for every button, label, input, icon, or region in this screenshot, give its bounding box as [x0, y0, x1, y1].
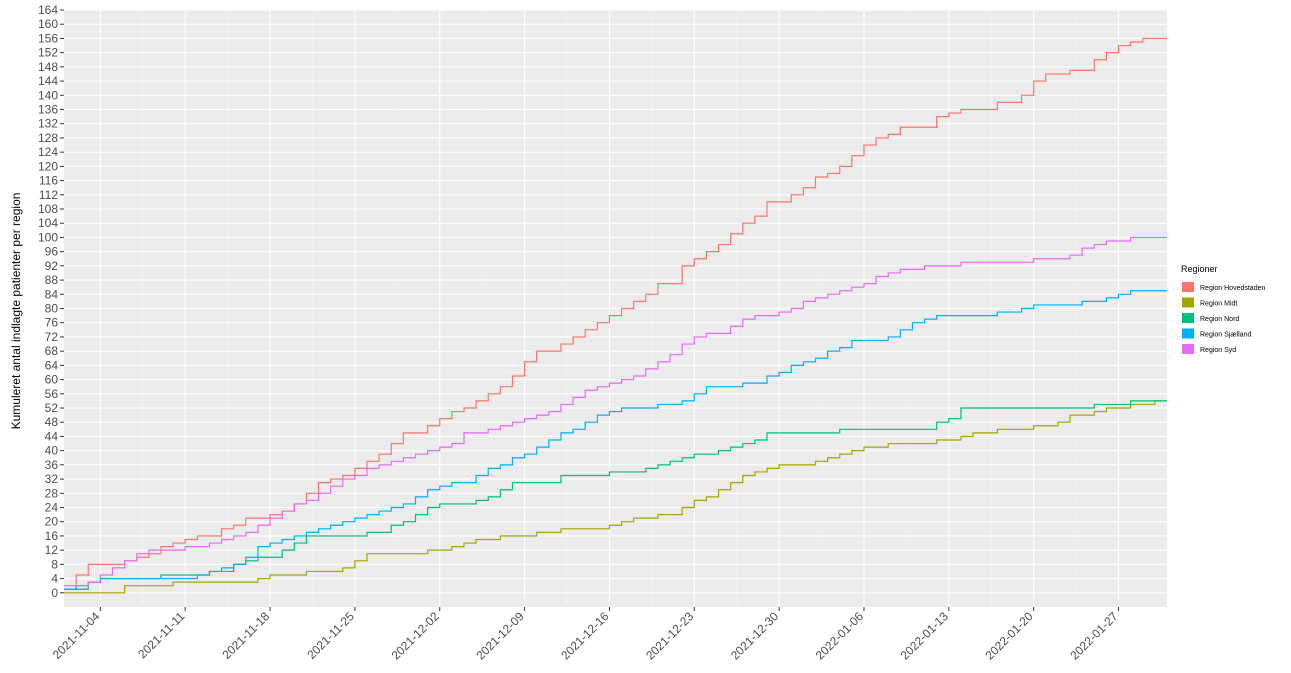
x-tick-label: 2021-11-11: [135, 609, 187, 661]
legend-label-region-midt: Region Midt: [1200, 301, 1237, 308]
y-tick-label: 156: [38, 31, 58, 45]
legend-label-region-syd: Region Syd: [1200, 347, 1236, 354]
legend-label-region-nord: Region Nord: [1200, 316, 1239, 323]
y-tick-label: 144: [38, 74, 58, 88]
x-tick-label: 2021-11-04: [50, 609, 103, 662]
y-tick-label: 44: [45, 429, 59, 443]
x-tick-label: 2021-12-23: [643, 609, 697, 663]
legend-key-region-syd: [1182, 344, 1194, 354]
y-tick-label: 120: [38, 159, 58, 173]
y-tick-label: 20: [45, 515, 59, 529]
x-tick-label: 2021-11-18: [219, 609, 272, 662]
x-tick-label: 2021-12-02: [389, 609, 443, 663]
y-tick-label: 28: [45, 486, 59, 500]
legend-key-region-nord: [1182, 313, 1194, 323]
y-tick-label: 104: [38, 216, 58, 230]
legend-label-region-sjaelland: Region Sjælland: [1200, 332, 1251, 339]
y-tick-label: 72: [45, 330, 59, 344]
series-lines: [64, 37, 1167, 594]
y-tick-label: 132: [38, 117, 58, 131]
x-tick-label: 2021-12-16: [558, 609, 612, 663]
y-tick-label: 148: [38, 60, 58, 74]
y-axis: 0481216202428323640444852566064687276808…: [38, 3, 64, 600]
y-tick-label: 4: [51, 572, 58, 586]
y-tick-label: 92: [45, 259, 59, 273]
y-tick-label: 124: [38, 145, 58, 159]
x-tick-label: 2022-01-13: [898, 609, 952, 663]
y-tick-label: 48: [45, 415, 59, 429]
y-tick-label: 96: [45, 245, 59, 259]
y-tick-label: 84: [45, 287, 59, 301]
y-tick-label: 140: [38, 88, 58, 102]
y-tick-label: 128: [38, 131, 58, 145]
y-tick-label: 80: [45, 302, 59, 316]
y-axis-title: Kumuleret antal indlagte patienter per r…: [9, 193, 23, 430]
series-line-region-nord: [64, 400, 1167, 590]
x-axis: 2021-11-04 2021-11-11 2021-11-18 2021-11-25…: [50, 607, 1121, 663]
y-tick-label: 0: [51, 586, 58, 600]
y-tick-label: 88: [45, 273, 59, 287]
x-tick-label: 2021-12-30: [728, 609, 782, 663]
x-tick-label: 2021-12-09: [473, 609, 527, 663]
series-line-region-midt: [64, 400, 1167, 594]
y-tick-label: 32: [45, 472, 59, 486]
x-tick-label: 2022-01-27: [1067, 609, 1121, 663]
y-tick-label: 40: [45, 444, 59, 458]
y-tick-label: 56: [45, 387, 59, 401]
y-tick-label: 64: [45, 358, 59, 372]
y-tick-label: 100: [38, 230, 58, 244]
y-tick-label: 60: [45, 373, 59, 387]
y-tick-label: 12: [45, 543, 59, 557]
y-tick-label: 68: [45, 344, 59, 358]
x-tick-label: 2022-01-20: [982, 609, 1036, 663]
y-tick-label: 16: [45, 529, 59, 543]
y-tick-label: 152: [38, 46, 58, 60]
legend-label-region-hovedstaden: Region Hovedstaden: [1200, 285, 1265, 292]
y-tick-label: 112: [39, 188, 58, 202]
legend-key-region-midt: [1182, 297, 1194, 308]
y-tick-label: 136: [38, 103, 58, 117]
major-gridlines: [64, 9, 1167, 607]
y-tick-label: 76: [45, 316, 59, 330]
series-line-region-sjaelland: [64, 290, 1167, 590]
y-tick-label: 24: [45, 501, 59, 515]
series-line-region-syd: [64, 236, 1167, 587]
y-tick-label: 52: [45, 401, 59, 415]
y-tick-label: 36: [45, 458, 59, 472]
y-tick-label: 108: [38, 202, 58, 216]
y-tick-label: 116: [39, 174, 58, 188]
legend-key-region-sjaelland: [1182, 328, 1194, 339]
legend-key-region-hovedstaden: [1182, 282, 1194, 292]
x-tick-label: 2021-11-25: [304, 609, 357, 662]
legend-title: Regioner: [1181, 264, 1218, 274]
y-tick-label: 164: [38, 3, 58, 17]
x-tick-label: 2022-01-06: [813, 609, 867, 663]
series-line-region-hovedstaden: [64, 37, 1167, 590]
y-tick-label: 160: [38, 17, 58, 31]
y-tick-label: 8: [51, 557, 58, 571]
legend: Regioner Region Hovedstaden Region Midt Re…: [1181, 264, 1265, 354]
